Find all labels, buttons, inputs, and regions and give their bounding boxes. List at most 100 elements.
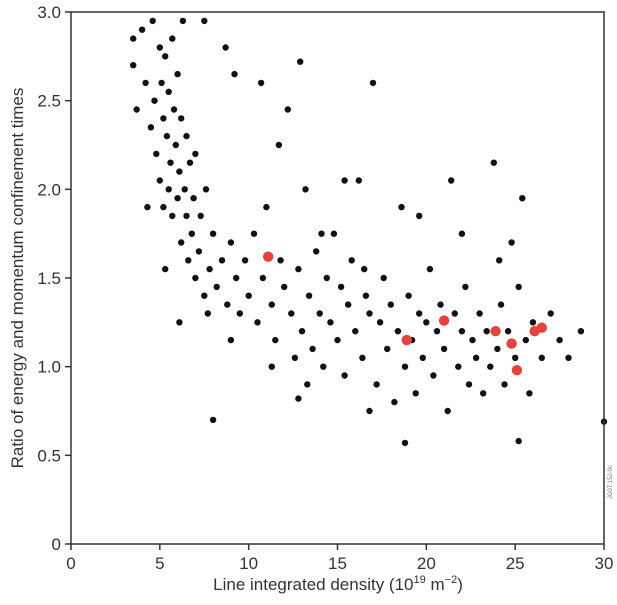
data-point (366, 310, 373, 317)
data-point (323, 274, 330, 282)
data-point (268, 301, 275, 308)
data-point (398, 203, 405, 211)
data-point (144, 203, 151, 211)
data-point (304, 381, 311, 388)
highlighted-data-point (490, 326, 501, 337)
figure-code: JG07.152-9c (608, 465, 614, 499)
data-point (185, 257, 192, 264)
data-point (288, 310, 295, 317)
data-point (190, 195, 197, 202)
data-point (529, 319, 537, 326)
data-point (376, 319, 384, 326)
data-point (416, 212, 423, 220)
data-point (318, 230, 325, 237)
data-point (281, 283, 288, 291)
data-point (334, 336, 341, 344)
data-point (384, 345, 391, 353)
data-point (179, 17, 187, 25)
data-point (419, 354, 426, 361)
data-point (476, 310, 483, 317)
data-point (169, 35, 176, 42)
data-point (526, 390, 533, 397)
data-point (455, 363, 462, 370)
data-point (337, 283, 345, 291)
x-tick-label: 5 (155, 554, 164, 573)
data-point (142, 79, 149, 87)
data-point (176, 168, 183, 175)
y-axis-title: Ratio of energy and momentum confinement… (8, 88, 27, 469)
data-point (298, 328, 306, 335)
data-point (160, 203, 167, 211)
data-point (206, 265, 213, 273)
data-point (330, 230, 338, 237)
y-axis: 0 0.5 1.0 1.5 2.0 2.5 3.0 (37, 3, 71, 554)
data-point (254, 319, 261, 326)
y-tick-label: 0.5 (37, 446, 61, 465)
data-point (149, 17, 156, 25)
y-tick-label: 3.0 (37, 3, 61, 22)
data-point (448, 177, 455, 184)
highlighted-data-point (263, 251, 274, 262)
data-point (162, 53, 169, 60)
data-point (430, 372, 437, 379)
data-point (483, 328, 490, 335)
data-point (277, 257, 284, 264)
data-point (320, 363, 327, 370)
data-point (538, 354, 545, 361)
data-point (302, 186, 309, 193)
data-point (401, 439, 409, 447)
data-point (186, 159, 194, 166)
data-point (227, 239, 235, 246)
data-point (394, 328, 402, 335)
data-point (133, 106, 140, 113)
data-point (348, 257, 355, 264)
data-point (241, 257, 249, 264)
x-tick-label: 30 (595, 554, 614, 573)
y-tick-label: 1.5 (37, 269, 61, 288)
highlighted-data-point (511, 365, 523, 376)
data-point (170, 106, 178, 113)
data-point (416, 310, 423, 317)
data-point (405, 292, 412, 299)
data-point (209, 230, 217, 237)
data-point (156, 177, 163, 184)
data-point (165, 88, 172, 96)
data-point (515, 283, 522, 291)
x-axis-title: Line integrated density (1019 m−2) (213, 574, 463, 594)
data-point (472, 354, 480, 361)
data-point (309, 345, 316, 353)
data-point (201, 17, 208, 25)
data-point (224, 301, 231, 308)
data-point (201, 292, 208, 299)
data-point (496, 257, 503, 264)
data-point (172, 141, 179, 149)
data-point (458, 328, 466, 335)
data-point (547, 310, 554, 317)
data-point (213, 283, 220, 291)
data-point (480, 390, 487, 397)
data-point (222, 44, 229, 51)
data-point (366, 407, 373, 415)
data-point (444, 407, 451, 415)
y-tick-label: 1.0 (37, 358, 61, 377)
data-point (188, 230, 195, 237)
data-point (174, 70, 181, 78)
y-tick-label: 0 (52, 535, 61, 554)
highlighted-data-point (401, 334, 412, 346)
data-point (369, 79, 377, 87)
data-point (284, 106, 291, 113)
data-point (504, 328, 512, 335)
data-point (313, 248, 320, 255)
data-point (391, 398, 398, 406)
data-point (359, 354, 366, 361)
data-point (192, 274, 199, 282)
data-point (183, 132, 190, 140)
data-point (515, 437, 522, 445)
data-point (268, 363, 275, 370)
data-point (341, 177, 348, 184)
highlighted-data-point (438, 315, 450, 326)
highlighted-data-point (536, 322, 547, 333)
data-point (565, 354, 572, 361)
data-point (380, 274, 387, 282)
